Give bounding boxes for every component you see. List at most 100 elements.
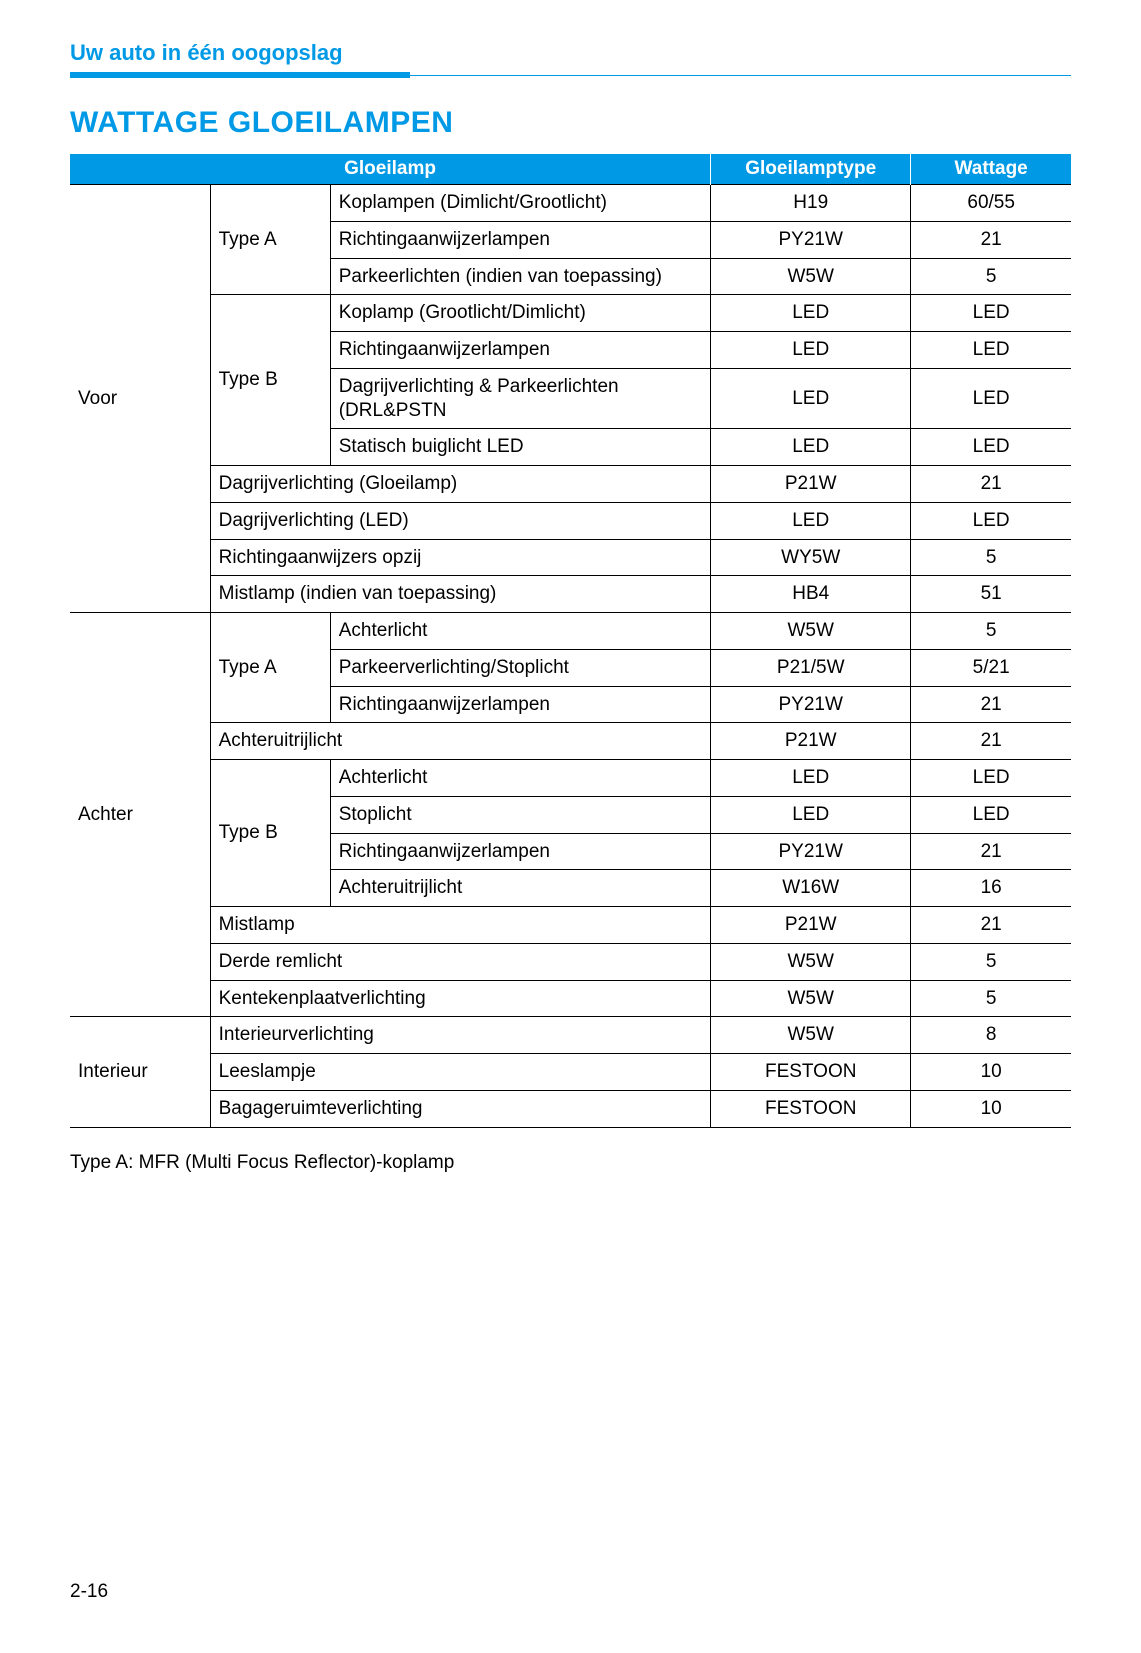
- cell-type: LED: [711, 760, 911, 797]
- cell-type: LED: [711, 429, 911, 466]
- cell-watt: 21: [911, 466, 1071, 503]
- cell-type: LED: [711, 796, 911, 833]
- page-title: WATTAGE GLOEILAMPEN: [70, 106, 1071, 140]
- table-row: Type B Achterlicht LED LED: [70, 760, 1071, 797]
- cell-desc: Dagrijverlichting & Parkeerlichten (DRL&…: [330, 368, 710, 429]
- rule-thin: [410, 75, 1071, 76]
- cell-watt: 5: [911, 258, 1071, 295]
- table-row: Type B Koplamp (Grootlicht/Dimlicht) LED…: [70, 295, 1071, 332]
- cell-desc: Achteruitrijlicht: [330, 870, 710, 907]
- cell-type: W5W: [711, 943, 911, 980]
- table-row: Leeslampje FESTOON 10: [70, 1054, 1071, 1091]
- cell-desc: Richtingaanwijzerlampen: [330, 833, 710, 870]
- cell-watt: LED: [911, 295, 1071, 332]
- cell-watt: 10: [911, 1090, 1071, 1127]
- cell-type: W16W: [711, 870, 911, 907]
- cell-watt: 16: [911, 870, 1071, 907]
- table-row: Interieur Interieurverlichting W5W 8: [70, 1017, 1071, 1054]
- cell-watt: 21: [911, 833, 1071, 870]
- cell-watt: LED: [911, 429, 1071, 466]
- group-interieur: Interieur: [70, 1017, 210, 1127]
- cell-type: P21W: [711, 907, 911, 944]
- cell-watt: 5: [911, 539, 1071, 576]
- cell-type: H19: [711, 185, 911, 222]
- cell-type: HB4: [711, 576, 911, 613]
- cell-desc: Mistlamp: [210, 907, 711, 944]
- cell-desc: Stoplicht: [330, 796, 710, 833]
- group-typeA: Type A: [210, 613, 330, 723]
- page-number: 2-16: [70, 1581, 108, 1603]
- cell-watt: 21: [911, 907, 1071, 944]
- cell-desc: Leeslampje: [210, 1054, 711, 1091]
- cell-type: LED: [711, 295, 911, 332]
- cell-type: W5W: [711, 613, 911, 650]
- cell-watt: 21: [911, 686, 1071, 723]
- cell-type: PY21W: [711, 221, 911, 258]
- cell-type: W5W: [711, 980, 911, 1017]
- section-header: Uw auto in één oogopslag: [70, 40, 1071, 66]
- group-achter: Achter: [70, 613, 210, 1017]
- cell-watt: LED: [911, 502, 1071, 539]
- rule-thick: [70, 72, 410, 78]
- cell-watt: 5/21: [911, 649, 1071, 686]
- cell-desc: Richtingaanwijzers opzij: [210, 539, 711, 576]
- cell-desc: Interieurverlichting: [210, 1017, 711, 1054]
- cell-type: LED: [711, 332, 911, 369]
- cell-desc: Koplampen (Dimlicht/Grootlicht): [330, 185, 710, 222]
- group-typeB: Type B: [210, 295, 330, 466]
- table-header-row: Gloeilamp Gloeilamptype Wattage: [70, 154, 1071, 185]
- cell-type: W5W: [711, 1017, 911, 1054]
- cell-type: PY21W: [711, 833, 911, 870]
- table-row: Voor Type A Koplampen (Dimlicht/Grootlic…: [70, 185, 1071, 222]
- group-voor: Voor: [70, 185, 210, 613]
- table-row: Dagrijverlichting (LED) LED LED: [70, 502, 1071, 539]
- cell-desc: Kentekenplaatverlichting: [210, 980, 711, 1017]
- cell-desc: Richtingaanwijzerlampen: [330, 221, 710, 258]
- col-header-gloeilamptype: Gloeilamptype: [711, 154, 911, 185]
- group-typeA: Type A: [210, 185, 330, 295]
- bulb-wattage-table: Gloeilamp Gloeilamptype Wattage Voor Typ…: [70, 154, 1071, 1128]
- cell-watt: 5: [911, 943, 1071, 980]
- cell-watt: 5: [911, 613, 1071, 650]
- cell-watt: 21: [911, 723, 1071, 760]
- cell-watt: 51: [911, 576, 1071, 613]
- cell-watt: LED: [911, 760, 1071, 797]
- cell-watt: 60/55: [911, 185, 1071, 222]
- table-row: Dagrijverlichting (Gloeilamp) P21W 21: [70, 466, 1071, 503]
- cell-watt: LED: [911, 368, 1071, 429]
- cell-type: FESTOON: [711, 1054, 911, 1091]
- cell-desc: Statisch buiglicht LED: [330, 429, 710, 466]
- col-header-wattage: Wattage: [911, 154, 1071, 185]
- cell-desc: Achterlicht: [330, 613, 710, 650]
- cell-type: WY5W: [711, 539, 911, 576]
- cell-desc: Mistlamp (indien van toepassing): [210, 576, 711, 613]
- col-header-gloeilamp: Gloeilamp: [70, 154, 711, 185]
- cell-desc: Richtingaanwijzerlampen: [330, 686, 710, 723]
- table-row: Kentekenplaatverlichting W5W 5: [70, 980, 1071, 1017]
- table-row: Achter Type A Achterlicht W5W 5: [70, 613, 1071, 650]
- cell-watt: 21: [911, 221, 1071, 258]
- cell-desc: Achteruitrijlicht: [210, 723, 711, 760]
- cell-watt: 8: [911, 1017, 1071, 1054]
- group-typeB: Type B: [210, 760, 330, 907]
- table-row: Achteruitrijlicht P21W 21: [70, 723, 1071, 760]
- cell-watt: 5: [911, 980, 1071, 1017]
- cell-desc: Bagageruimteverlichting: [210, 1090, 711, 1127]
- cell-type: W5W: [711, 258, 911, 295]
- cell-watt: LED: [911, 796, 1071, 833]
- cell-type: P21W: [711, 723, 911, 760]
- cell-desc: Dagrijverlichting (Gloeilamp): [210, 466, 711, 503]
- cell-type: LED: [711, 502, 911, 539]
- header-rule: [70, 72, 1071, 78]
- cell-desc: Parkeerlichten (indien van toepassing): [330, 258, 710, 295]
- cell-desc: Derde remlicht: [210, 943, 711, 980]
- cell-desc: Dagrijverlichting (LED): [210, 502, 711, 539]
- cell-desc: Parkeerverlichting/Stoplicht: [330, 649, 710, 686]
- table-row: Mistlamp P21W 21: [70, 907, 1071, 944]
- cell-watt: 10: [911, 1054, 1071, 1091]
- cell-desc: Koplamp (Grootlicht/Dimlicht): [330, 295, 710, 332]
- table-row: Mistlamp (indien van toepassing) HB4 51: [70, 576, 1071, 613]
- cell-type: P21W: [711, 466, 911, 503]
- table-row: Richtingaanwijzers opzij WY5W 5: [70, 539, 1071, 576]
- table-row: Derde remlicht W5W 5: [70, 943, 1071, 980]
